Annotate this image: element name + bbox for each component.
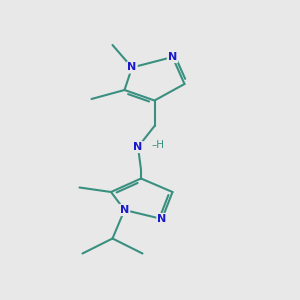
Text: N: N bbox=[134, 142, 142, 152]
Text: N: N bbox=[158, 214, 166, 224]
Text: –H: –H bbox=[151, 140, 164, 151]
Text: N: N bbox=[168, 52, 177, 62]
Text: N: N bbox=[120, 205, 129, 215]
Text: N: N bbox=[128, 62, 136, 73]
